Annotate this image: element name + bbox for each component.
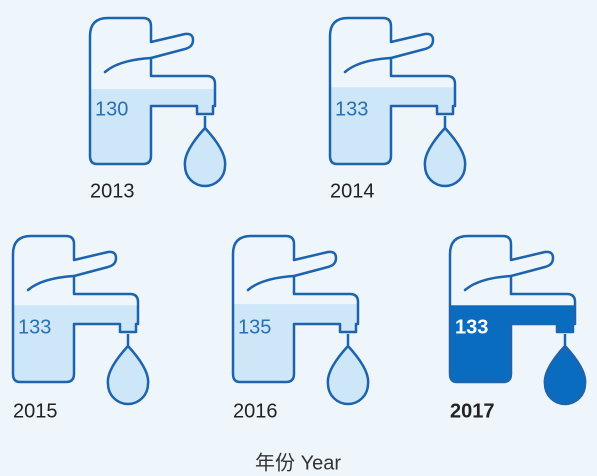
category-label: 2017 (450, 400, 495, 422)
value-label: 133 (335, 98, 368, 120)
category-label: 2015 (13, 400, 58, 422)
value-label: 130 (95, 98, 128, 120)
category-label: 2014 (330, 180, 375, 202)
value-label: 133 (455, 316, 488, 338)
value-label: 133 (18, 316, 51, 338)
category-label: 2013 (90, 180, 135, 202)
category-label: 2016 (233, 400, 278, 422)
value-label: 135 (238, 316, 271, 338)
x-axis-label: 年份 Year (255, 451, 341, 474)
chart: 年份 Year 130 2013 133 2014 133 2015 135 2016 133 2… (0, 0, 597, 476)
